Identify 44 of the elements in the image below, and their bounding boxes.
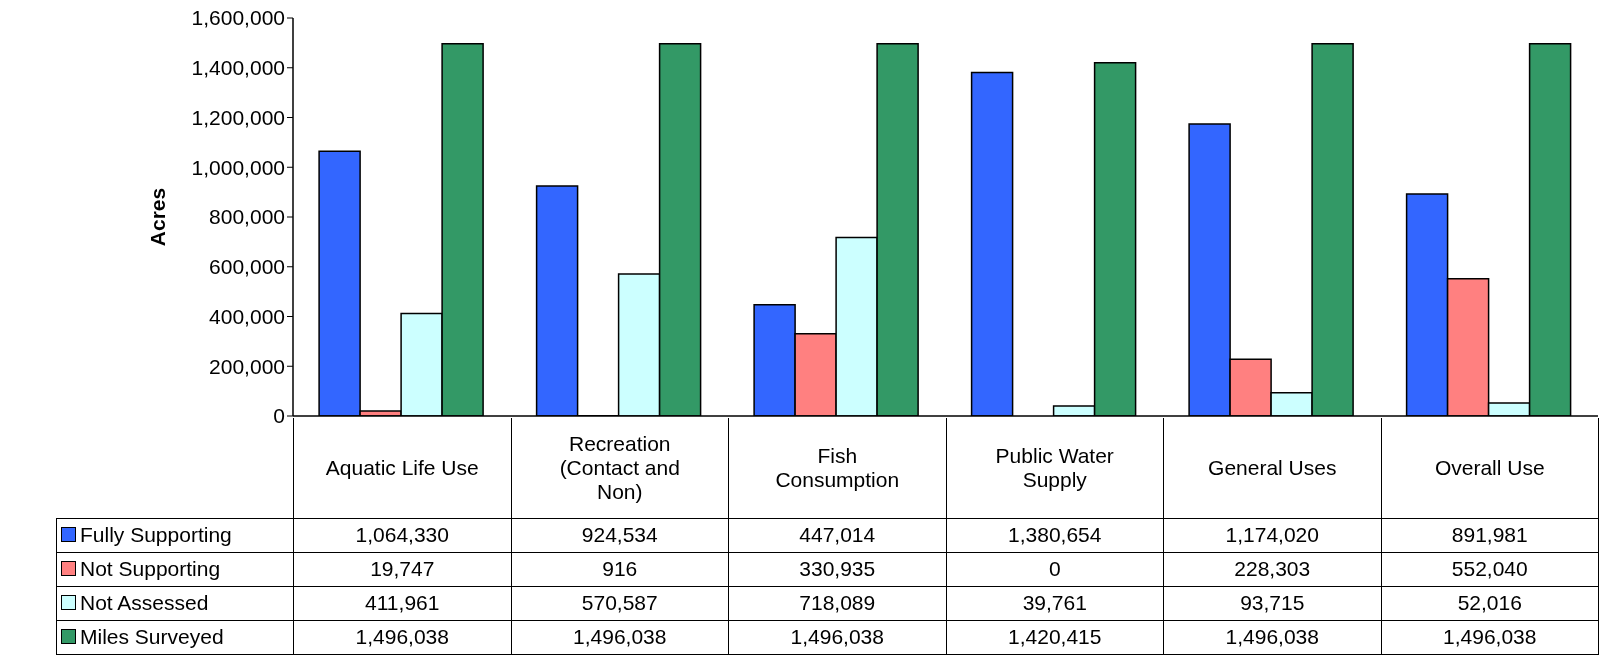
data-label: 891,981 [1381,518,1599,552]
data-label: 1,064,330 [293,518,511,552]
data-label: 19,747 [293,552,511,586]
data-label: 1,496,038 [1381,620,1599,654]
data-label: 1,496,038 [1163,620,1381,654]
data-label: 1,380,654 [946,518,1164,552]
y-tick-label: 1,400,000 [191,56,285,80]
y-axis-title: Acres [146,187,170,247]
y-tick-label: 800,000 [209,205,285,229]
data-label: 570,587 [511,586,729,620]
y-tick-label: 1,600,000 [191,6,285,30]
y-tick-label: 200,000 [209,354,285,378]
data-label: 411,961 [293,586,511,620]
data-label: 1,174,020 [1163,518,1381,552]
y-tick-label: 1,200,000 [191,105,285,129]
x-tick-label: Public Water Supply [946,418,1164,518]
data-label: 93,715 [1163,586,1381,620]
data-label: 330,935 [728,552,946,586]
legend-label: Fully Supporting [56,518,294,552]
y-tick-label: 0 [273,404,285,428]
data-label: 1,496,038 [511,620,729,654]
legend-label: Not Supporting [56,552,294,586]
data-label: 552,040 [1381,552,1599,586]
data-label: 916 [511,552,729,586]
x-tick-label: Recreation (Contact and Non) [511,418,729,518]
x-tick-label: General Uses [1163,418,1381,518]
legend-label: Miles Surveyed [56,620,294,654]
y-tick-label: 1,000,000 [191,155,285,179]
data-label: 1,496,038 [728,620,946,654]
data-label: 1,496,038 [293,620,511,654]
data-label: 924,534 [511,518,729,552]
data-label: 228,303 [1163,552,1381,586]
data-label: 39,761 [946,586,1164,620]
x-tick-label: Overall Use [1381,418,1599,518]
data-label: 1,420,415 [946,620,1164,654]
y-tick-label: 600,000 [209,255,285,279]
y-tick-label: 400,000 [209,304,285,328]
x-tick-label: Fish Consumption [728,418,946,518]
x-tick-label: Aquatic Life Use [293,418,511,518]
data-label: 0 [946,552,1164,586]
data-label: 718,089 [728,586,946,620]
data-label: 52,016 [1381,586,1599,620]
data-label: 447,014 [728,518,946,552]
legend-label: Not Assessed [56,586,294,620]
